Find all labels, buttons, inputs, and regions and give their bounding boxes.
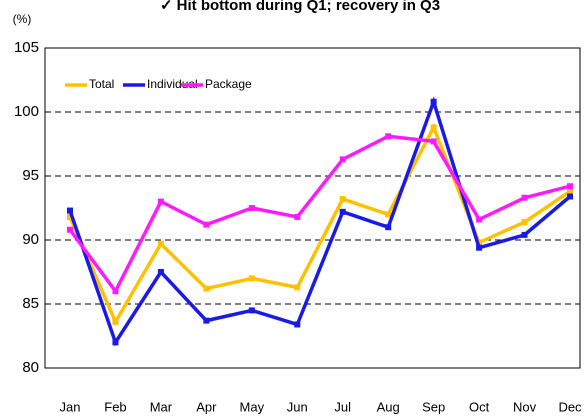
point-marker xyxy=(67,213,73,220)
point-marker xyxy=(567,188,573,195)
point-marker xyxy=(157,240,164,247)
point-marker xyxy=(567,183,573,190)
point-marker xyxy=(248,205,255,211)
x-tick-label: Jan xyxy=(60,399,81,414)
x-tick-label: Dec xyxy=(558,399,582,414)
x-tick-label: May xyxy=(240,399,265,414)
point-marker xyxy=(476,244,483,251)
y-tick-label: 105 xyxy=(14,39,39,56)
y-tick-label: 100 xyxy=(14,103,39,120)
x-tick-label: Aug xyxy=(377,399,400,414)
point-marker xyxy=(430,98,437,105)
point-marker xyxy=(430,138,437,145)
point-marker xyxy=(248,307,255,314)
series-line xyxy=(68,123,571,326)
y-tick-label: 95 xyxy=(22,167,39,184)
point-marker xyxy=(112,339,119,346)
point-marker xyxy=(203,317,210,324)
point-marker xyxy=(567,193,573,200)
point-marker xyxy=(248,275,255,282)
point-marker xyxy=(67,226,73,233)
y-tick-label: 85 xyxy=(22,295,39,312)
x-tick-label: Oct xyxy=(469,399,490,414)
point-marker xyxy=(157,198,164,205)
point-marker xyxy=(521,219,528,226)
x-tick-label: Apr xyxy=(196,399,217,414)
legend-label: Total xyxy=(89,77,114,91)
point-marker xyxy=(476,216,483,223)
point-marker xyxy=(521,231,528,238)
x-tick-label: Jun xyxy=(287,399,308,414)
point-marker xyxy=(521,194,528,201)
x-tick-label: Nov xyxy=(513,399,537,414)
x-tick-label: Mar xyxy=(150,399,173,414)
x-tick-label: Jul xyxy=(334,399,351,414)
x-tick-label: Sep xyxy=(422,399,445,414)
point-marker xyxy=(339,156,346,163)
point-marker xyxy=(112,288,119,295)
y-tick-label: 90 xyxy=(22,231,39,248)
point-marker xyxy=(430,124,437,131)
series-line xyxy=(68,96,572,347)
point-marker xyxy=(157,269,164,275)
series-line xyxy=(68,134,571,295)
point-marker xyxy=(203,221,210,228)
point-marker xyxy=(294,284,301,291)
point-marker xyxy=(294,321,301,328)
point-marker xyxy=(339,196,346,203)
point-marker xyxy=(112,318,119,325)
point-marker xyxy=(339,208,346,215)
point-marker xyxy=(294,213,301,220)
y-axis-label: (%) xyxy=(13,12,32,26)
plot-frame xyxy=(44,47,581,369)
point-marker xyxy=(67,207,73,214)
x-tick-label: Feb xyxy=(104,399,126,414)
legend-label: Package xyxy=(205,77,252,91)
point-marker xyxy=(385,224,392,231)
legend-label: Individual xyxy=(147,77,198,91)
chart-title: ✓ Hit bottom during Q1; recovery in Q3 xyxy=(160,0,440,14)
point-marker xyxy=(203,285,210,292)
point-marker xyxy=(385,211,392,218)
point-marker xyxy=(385,133,392,140)
y-tick-label: 80 xyxy=(22,359,39,376)
